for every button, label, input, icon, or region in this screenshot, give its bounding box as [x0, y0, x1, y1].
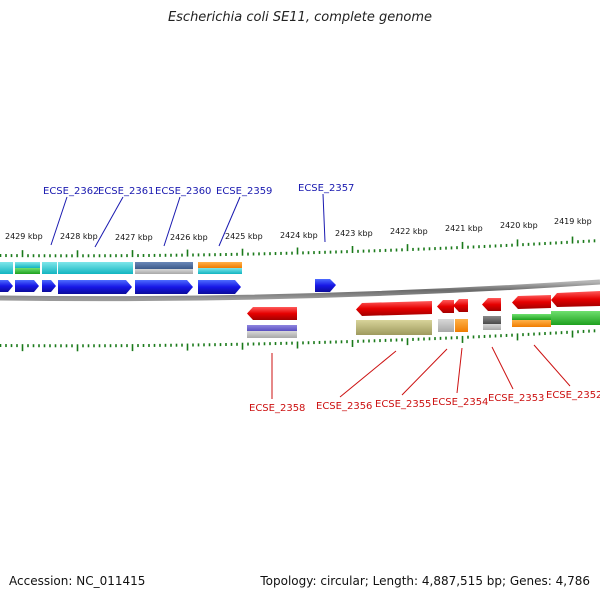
scale-labels: 2429 kbp 2428 kbp 2427 kbp 2426 kbp 2425…	[5, 217, 592, 242]
reverse-annotation-bars	[247, 311, 600, 338]
forward-gene-labels: ECSE_2362 ECSE_2361 ECSE_2360 ECSE_2359 …	[43, 183, 354, 248]
gene-arrow-reverse[interactable]	[512, 295, 551, 309]
gene-arrow-reverse[interactable]	[437, 300, 454, 313]
gene-label-ecse-2354[interactable]: ECSE_2354	[432, 397, 488, 408]
gene-label-ecse-2360[interactable]: ECSE_2360	[155, 186, 211, 197]
gene-label-ecse-2357[interactable]: ECSE_2357	[298, 183, 354, 194]
forward-annotation-bars	[0, 262, 242, 274]
kbp-label: 2427 kbp	[115, 233, 153, 242]
gene-arrow-forward[interactable]	[0, 280, 13, 292]
gene-label-ecse-2359[interactable]: ECSE_2359	[216, 186, 272, 197]
reverse-gene-labels: ECSE_2358 ECSE_2356 ECSE_2355 ECSE_2354 …	[249, 344, 600, 414]
accession-text: Accession: NC_011415	[9, 574, 146, 588]
gene-label-ecse-2355[interactable]: ECSE_2355	[375, 399, 431, 410]
kbp-label: 2422 kbp	[390, 227, 428, 236]
kbp-label: 2419 kbp	[554, 217, 592, 226]
gene-arrow-reverse[interactable]	[247, 307, 297, 320]
gene-label-ecse-2353[interactable]: ECSE_2353	[488, 393, 544, 404]
gene-arrow-forward[interactable]	[42, 280, 56, 292]
scale-ticks-top	[0, 236, 596, 258]
reverse-genes[interactable]	[247, 291, 600, 320]
gene-arrow-forward[interactable]	[135, 280, 193, 294]
gene-label-ecse-2352[interactable]: ECSE_2352	[546, 390, 600, 401]
gene-label-ecse-2356[interactable]: ECSE_2356	[316, 401, 372, 412]
genome-backbone	[0, 279, 600, 302]
kbp-label: 2425 kbp	[225, 232, 263, 241]
gene-arrow-forward[interactable]	[58, 280, 132, 294]
gene-arrow-reverse[interactable]	[551, 291, 600, 307]
gene-arrow-reverse[interactable]	[356, 301, 432, 316]
gene-arrow-forward[interactable]	[15, 280, 39, 292]
kbp-label: 2423 kbp	[335, 229, 373, 238]
kbp-label: 2426 kbp	[170, 233, 208, 242]
gene-arrow-forward[interactable]	[315, 279, 336, 292]
gene-arrow-forward[interactable]	[198, 280, 241, 294]
scale-ticks-bottom	[0, 329, 596, 352]
gene-label-ecse-2362[interactable]: ECSE_2362	[43, 186, 99, 197]
gene-label-ecse-2361[interactable]: ECSE_2361	[98, 186, 154, 197]
gene-arrow-reverse[interactable]	[482, 298, 501, 311]
kbp-label: 2424 kbp	[280, 231, 318, 240]
gene-arrow-reverse[interactable]	[453, 299, 468, 312]
forward-genes[interactable]	[0, 279, 336, 294]
gene-label-ecse-2358[interactable]: ECSE_2358	[249, 403, 305, 414]
kbp-label: 2421 kbp	[445, 224, 483, 233]
map-title: Escherichia coli SE11, complete genome	[167, 10, 433, 25]
kbp-label: 2428 kbp	[60, 232, 98, 241]
kbp-label: 2429 kbp	[5, 232, 43, 241]
topology-text: Topology: circular; Length: 4,887,515 bp…	[260, 574, 590, 588]
kbp-label: 2420 kbp	[500, 221, 538, 230]
